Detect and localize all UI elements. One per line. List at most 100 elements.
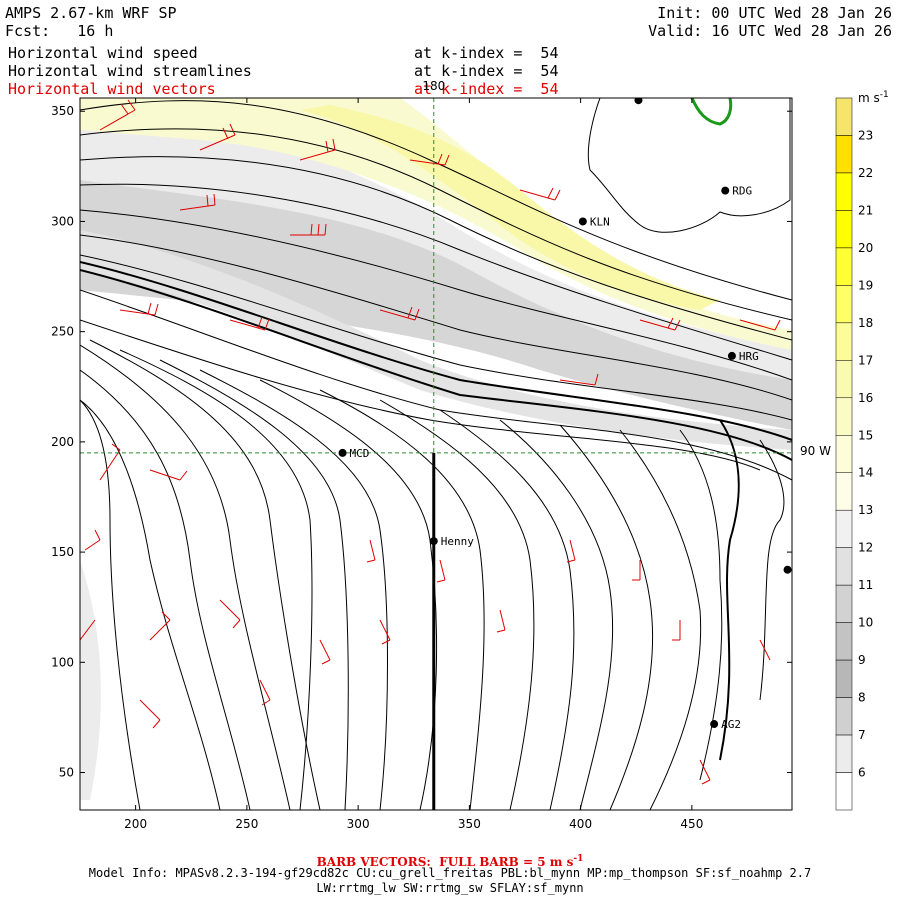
colorbar-label: 12 bbox=[858, 541, 873, 555]
wind-barb bbox=[99, 99, 136, 131]
station-marker bbox=[721, 186, 730, 195]
colorbar-label: 19 bbox=[858, 278, 873, 292]
streamline bbox=[80, 156, 792, 341]
station-label: AG2 bbox=[721, 718, 741, 731]
stations: KLN RDG HRG MCD Henny AG2 bbox=[338, 98, 792, 731]
station-marker bbox=[578, 217, 587, 226]
streamlines bbox=[80, 100, 792, 810]
wind-barb bbox=[759, 639, 771, 661]
colorbar-swatch bbox=[835, 509, 853, 548]
y-tick-label: 300 bbox=[51, 214, 74, 228]
init-time: Init: 00 UTC Wed 28 Jan 26 bbox=[657, 4, 892, 22]
streamline bbox=[119, 349, 313, 810]
station-label: HRG bbox=[739, 350, 759, 363]
wind-barb bbox=[672, 620, 681, 641]
station-marker bbox=[783, 565, 792, 574]
speed-band-16ms bbox=[300, 105, 720, 310]
streamline bbox=[319, 389, 485, 810]
x-tick-label: 400 bbox=[569, 817, 592, 831]
wind-barb bbox=[179, 193, 216, 211]
barb-legend: BARB VECTORS: FULL BARB = 5 m s-1 bbox=[0, 852, 900, 869]
colorbar-swatch bbox=[835, 397, 853, 436]
wind-barbs bbox=[80, 99, 781, 785]
colorbar-swatch bbox=[835, 734, 853, 773]
colorbar-label: 14 bbox=[858, 466, 873, 480]
streamline bbox=[80, 209, 792, 381]
wind-barb bbox=[436, 559, 446, 583]
x-tick-label: 200 bbox=[124, 817, 147, 831]
field-level-vectors: at k-index = 54 bbox=[414, 80, 559, 98]
plot-frame bbox=[79, 97, 793, 811]
colorbar-swatch bbox=[835, 472, 853, 511]
streamline bbox=[89, 339, 321, 810]
wind-barb bbox=[739, 319, 781, 331]
colorbar-swatch bbox=[835, 772, 853, 811]
streamline bbox=[80, 261, 792, 441]
streamline bbox=[199, 369, 388, 810]
wind-barb bbox=[366, 539, 376, 563]
colorbar-swatch bbox=[835, 172, 853, 211]
wind-barb bbox=[379, 306, 420, 321]
wind-barb bbox=[80, 619, 96, 641]
y-tick-label: 100 bbox=[51, 655, 74, 669]
streamline bbox=[439, 409, 575, 810]
colorbar-label: 17 bbox=[858, 353, 873, 367]
wind-barb bbox=[379, 619, 391, 645]
x-tick-label: 450 bbox=[680, 817, 703, 831]
streamline bbox=[80, 183, 792, 361]
streamline bbox=[559, 424, 654, 810]
colorbar-label: 10 bbox=[858, 616, 873, 630]
streamline bbox=[379, 399, 535, 810]
model-title: AMPS 2.67-km WRF SP bbox=[5, 4, 177, 22]
colorbar: 23 22 21 20 19 18 17 16 15 14 13 12 11 10 9 8 7 6 bbox=[835, 97, 873, 811]
wind-barb bbox=[299, 138, 336, 161]
wind-barb bbox=[119, 302, 159, 316]
y-tick-label: 200 bbox=[51, 435, 74, 449]
streamline bbox=[499, 419, 614, 810]
wind-barb bbox=[699, 759, 711, 785]
colorbar-swatch bbox=[835, 322, 853, 361]
valid-time: Valid: 16 UTC Wed 28 Jan 26 bbox=[648, 22, 892, 40]
x-tick-label: 350 bbox=[458, 817, 481, 831]
y-tick-label: 150 bbox=[51, 545, 74, 559]
colorbar-label: 22 bbox=[858, 166, 873, 180]
streamline bbox=[80, 344, 291, 810]
wind-barb bbox=[519, 187, 561, 201]
colorbar-label: 18 bbox=[858, 316, 873, 330]
x-tick-label: 250 bbox=[235, 817, 258, 831]
station-marker bbox=[634, 98, 643, 105]
colorbar-label: 23 bbox=[858, 128, 873, 142]
colorbar-label: 7 bbox=[858, 728, 866, 742]
colorbar-swatch bbox=[835, 360, 853, 399]
wind-barb bbox=[639, 317, 681, 331]
station-marker bbox=[727, 351, 736, 360]
field-level-speed: at k-index = 54 bbox=[414, 44, 559, 62]
wind-barb bbox=[632, 560, 641, 581]
colorbar-label: 11 bbox=[858, 578, 873, 592]
land-mask bbox=[587, 98, 791, 233]
map-plot-area: KLN RDG HRG MCD Henny AG2 bbox=[80, 98, 792, 810]
forecast-value: 16 h bbox=[77, 22, 114, 40]
station-label: MCD bbox=[350, 447, 370, 460]
station-marker bbox=[710, 720, 719, 729]
x-axis: 200 250 300 350 400 450 bbox=[124, 98, 703, 831]
wind-barb bbox=[219, 599, 241, 629]
y-tick-label: 50 bbox=[59, 766, 74, 780]
barb-legend-text: BARB VECTORS: FULL BARB = 5 m s bbox=[316, 855, 574, 869]
streamline bbox=[619, 429, 702, 810]
colorbar-label: 9 bbox=[858, 653, 866, 667]
colorbar-swatch bbox=[835, 697, 853, 736]
colorbar-label: 16 bbox=[858, 391, 873, 405]
colorbar-swatch bbox=[835, 547, 853, 586]
colorbar-units: m s-1 bbox=[858, 90, 889, 105]
wind-barb bbox=[99, 443, 121, 481]
x-tick-label: 300 bbox=[347, 817, 370, 831]
station-marker bbox=[429, 537, 438, 546]
streamline bbox=[719, 419, 740, 761]
streamline bbox=[80, 128, 792, 321]
wind-barb bbox=[139, 699, 161, 729]
wind-barb bbox=[496, 609, 506, 633]
field-name-speed: Horizontal wind speed bbox=[8, 44, 198, 62]
forecast-hour-label: Fcst: 16 h bbox=[5, 22, 113, 40]
